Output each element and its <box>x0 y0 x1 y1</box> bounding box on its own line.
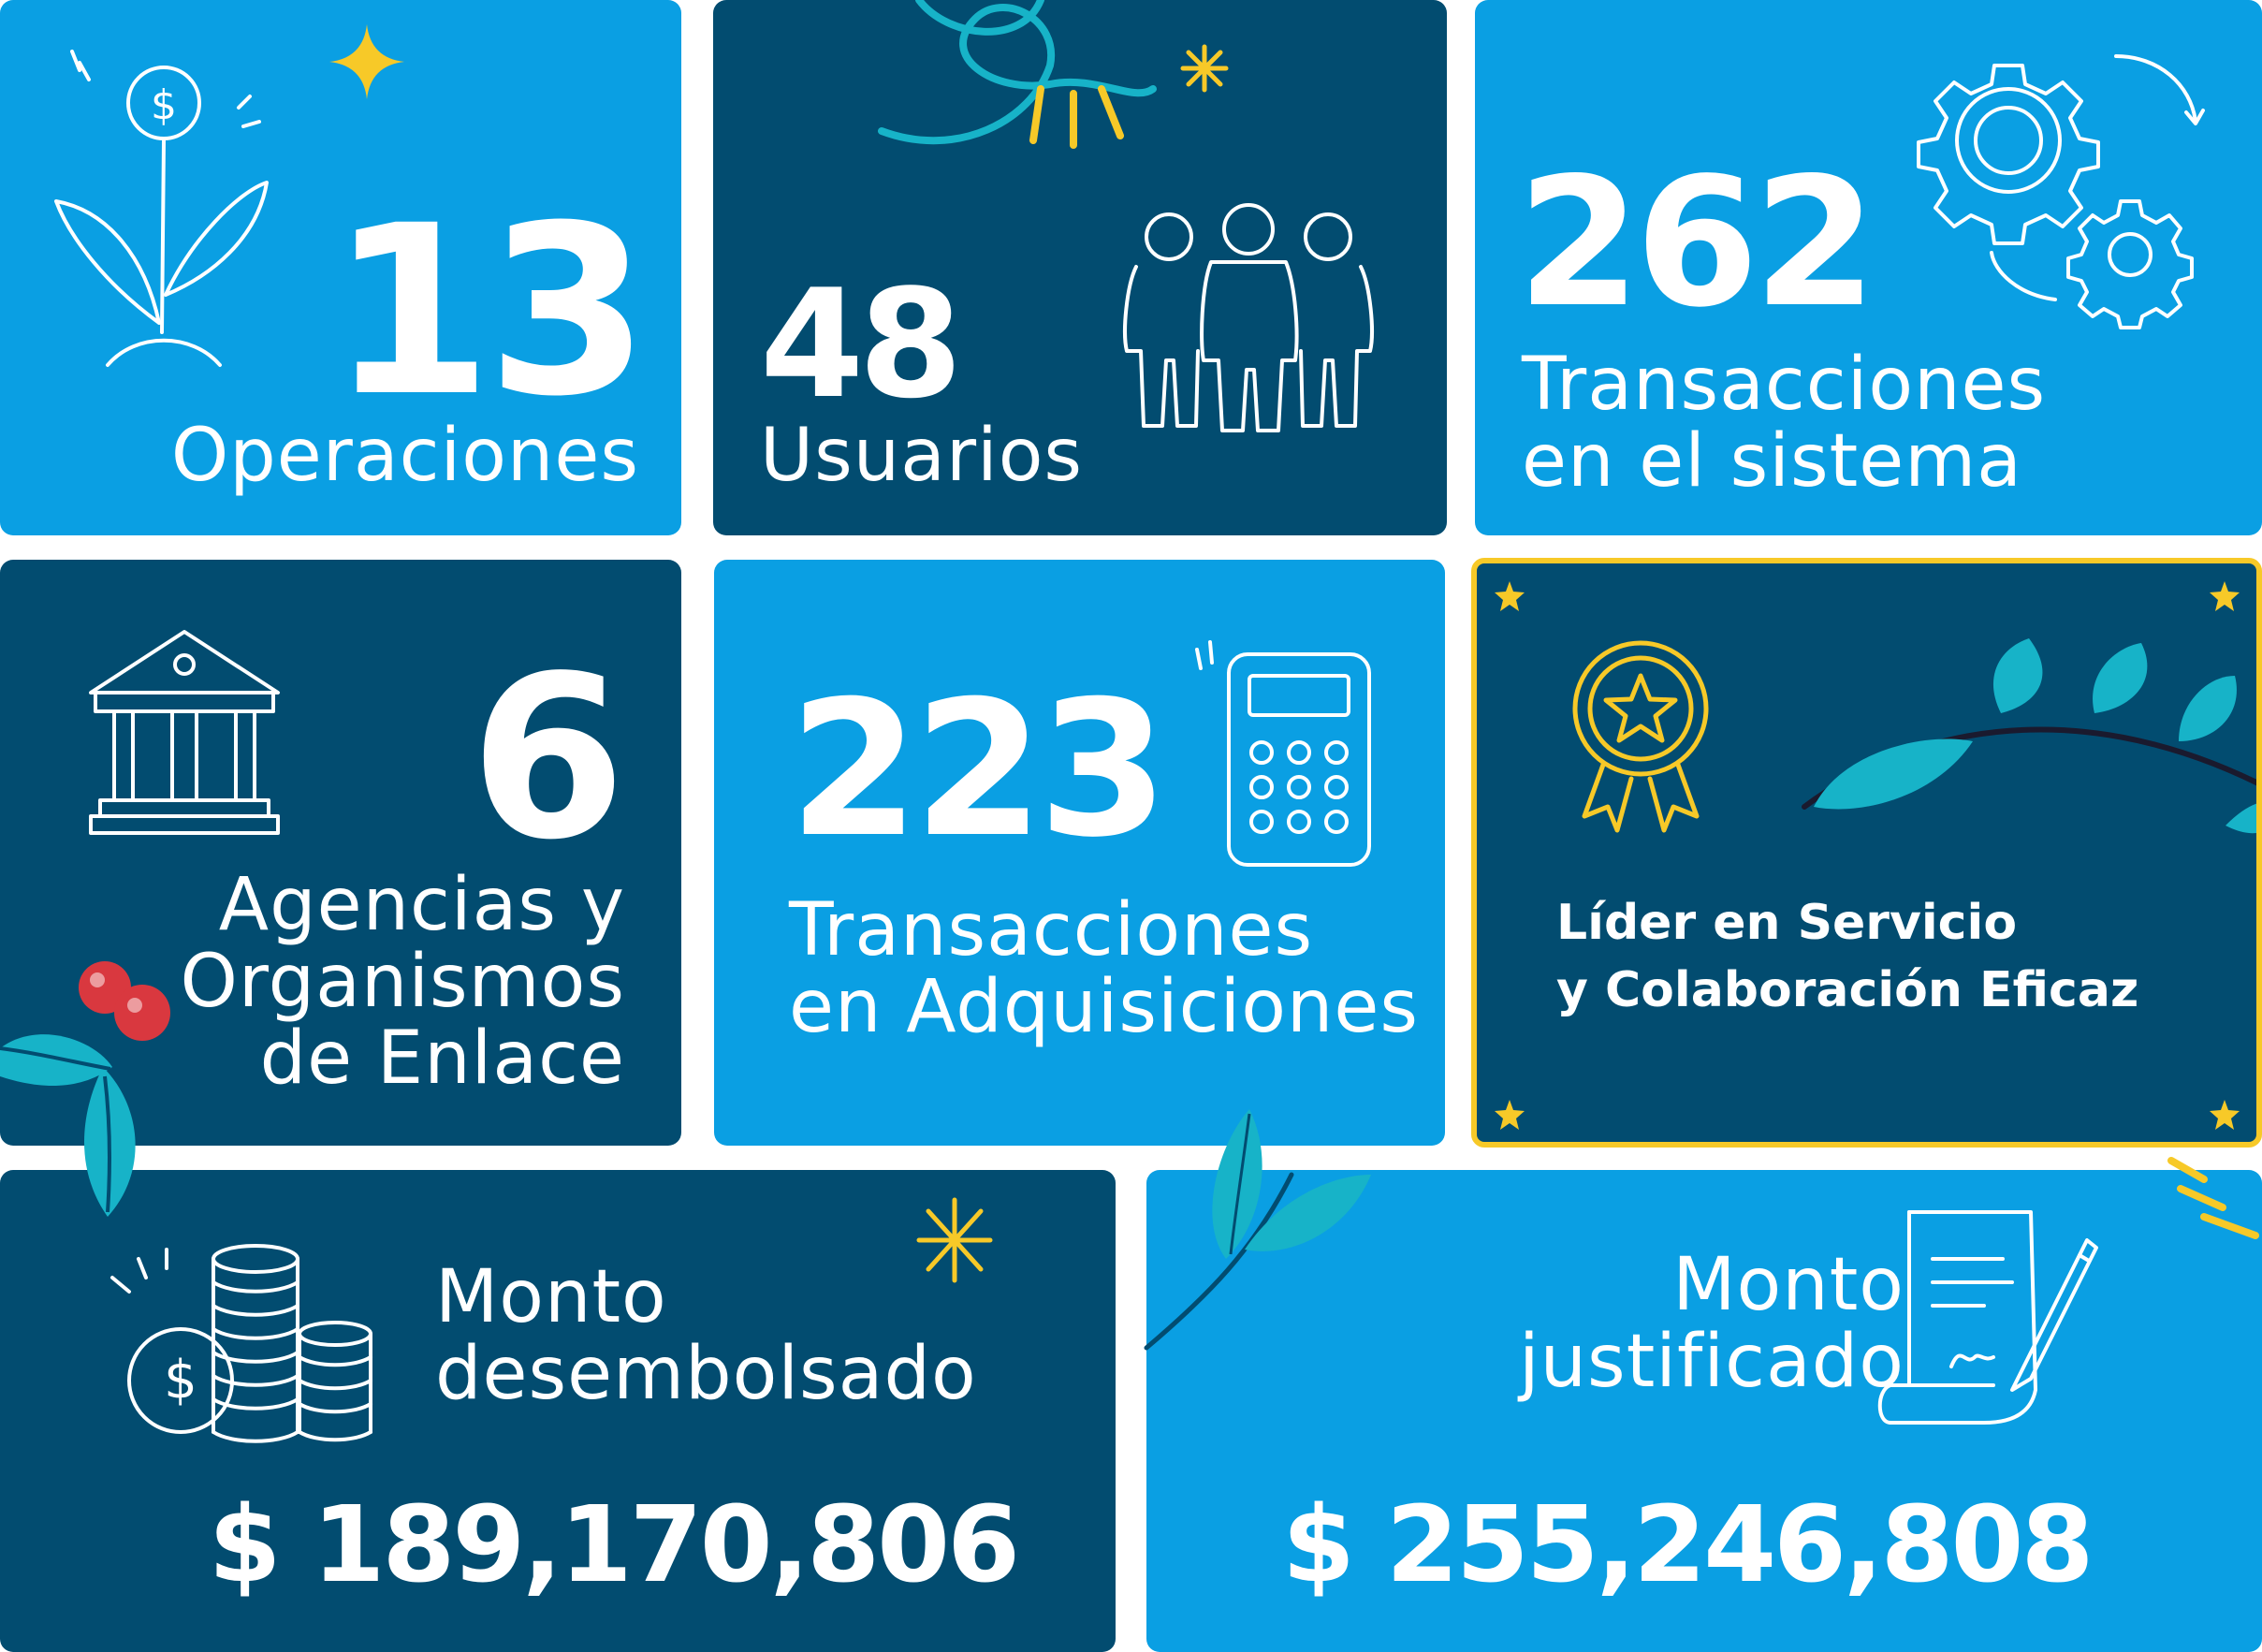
small-star-icon <box>916 1197 993 1283</box>
sparkle-icon <box>329 24 404 99</box>
corner-star-icon <box>2210 581 2240 611</box>
svg-text:$: $ <box>164 1350 197 1411</box>
sistema-label-line2: en el sistema <box>1522 419 2022 504</box>
agencias-label-line2: Organismos <box>180 940 625 1024</box>
adquisiciones-number: 223 <box>789 661 1168 879</box>
agencias-label-line3: de Enlace <box>259 1016 625 1101</box>
sistema-label-line1: Transacciones <box>1522 343 2047 427</box>
corner-star-icon <box>1495 581 1525 611</box>
people-group-icon <box>1123 203 1374 432</box>
card-justificado: Monto justificado $ 255,246,808 <box>1146 1170 2262 1652</box>
bank-building-icon <box>89 630 280 835</box>
money-plant-icon: $ <box>54 50 269 367</box>
desembolsado-label-line2: desembolsado <box>435 1332 977 1416</box>
yellow-lines-icon <box>2167 1157 2259 1239</box>
usuarios-number: 48 <box>760 256 963 431</box>
holly-berries-icon <box>0 961 170 1217</box>
lider-line1: Líder en Servicio <box>1556 895 2018 951</box>
signed-document-icon <box>1877 1210 2098 1425</box>
leaf-sprig-icon <box>1144 1109 1371 1351</box>
adquisiciones-label-line1: Transacciones <box>789 888 1314 972</box>
award-medal-icon <box>1572 640 1709 833</box>
justificado-label-line1: Monto <box>1672 1243 1904 1327</box>
card-usuarios: 48 Usuarios <box>713 0 1447 535</box>
card-sistema: 262 Transacciones en el sistema <box>1475 0 2262 535</box>
lider-line2: y Colaboración Eficaz <box>1556 962 2139 1018</box>
swirl-decoration-icon <box>878 0 1157 145</box>
desembolsado-label-line1: Monto <box>435 1255 667 1339</box>
leaf-branch-icon <box>1802 638 2256 834</box>
sparkle-lines-icon <box>1029 85 1124 149</box>
justificado-label-line2: justificado <box>1518 1320 1904 1404</box>
card-desembolsado: $ Monto desembolsado $ 189,170,806 <box>0 1170 1116 1652</box>
gears-icon <box>1917 54 2205 329</box>
corner-star-icon <box>2210 1100 2240 1130</box>
card-lider: Líder en Servicio y Colaboración Eficaz <box>1471 558 2262 1148</box>
coins-stack-icon: $ <box>110 1244 372 1443</box>
sistema-number: 262 <box>1517 139 1877 346</box>
svg-text:$: $ <box>151 81 177 129</box>
usuarios-label: Usuarios <box>760 414 1084 498</box>
agencias-number: 6 <box>470 627 626 889</box>
desembolsado-amount: $ 189,170,806 <box>208 1484 1020 1606</box>
card-agencias: 6 Agencias y Organismos de Enlace <box>0 560 681 1146</box>
operaciones-number: 13 <box>329 175 649 447</box>
justificado-amount: $ 255,246,808 <box>1282 1484 2094 1606</box>
corner-star-icon <box>1495 1100 1525 1130</box>
adquisiciones-label-line2: en Adquisiciones <box>789 965 1419 1049</box>
card-operaciones: $ 13 Operaciones <box>0 0 681 535</box>
agencias-label-line1: Agencias y <box>218 863 625 947</box>
calculator-icon <box>1195 640 1371 867</box>
card-adquisiciones: 223 Transacciones en Adquisiciones <box>714 560 1445 1146</box>
operaciones-label: Operaciones <box>170 414 639 498</box>
small-star-icon <box>1180 44 1229 93</box>
